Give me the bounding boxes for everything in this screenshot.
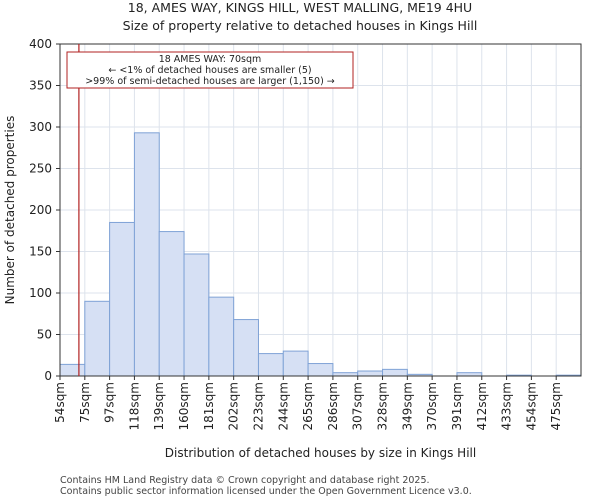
bar-265sqm: [307, 363, 334, 377]
annotation-box: [66, 51, 354, 89]
bar-160sqm: [183, 253, 210, 377]
bar-307sqm: [357, 370, 384, 377]
x-tick-label: 202sqm: [227, 382, 241, 430]
x-tick-label: 160sqm: [177, 382, 191, 430]
bar-244sqm: [282, 350, 309, 377]
x-tick-label: 307sqm: [351, 382, 365, 430]
y-axis-label: Number of detached properties: [3, 116, 17, 305]
x-tick-label: 412sqm: [475, 382, 489, 430]
x-tick-label: 223sqm: [251, 382, 265, 430]
y-tick-label: 350: [29, 79, 52, 93]
x-tick-label: 370sqm: [425, 382, 439, 430]
plot-frame: [59, 43, 582, 377]
bar-139sqm: [158, 231, 185, 377]
x-tick-label: 391sqm: [450, 382, 464, 430]
y-tick-label: 250: [29, 162, 52, 176]
x-tick-label: 75sqm: [78, 382, 92, 423]
x-axis-label: Distribution of detached houses by size …: [165, 446, 476, 460]
x-axis-ticks: 54sqm 75sqm 97sqm 118sqm 139sqm 160sqm 181sqm 2…: [53, 376, 563, 430]
bars: [59, 132, 582, 377]
x-tick-label: 349sqm: [400, 382, 414, 430]
annotation-line-3: >99% of semi-detached houses are larger …: [85, 76, 335, 87]
x-tick-label: 433sqm: [500, 382, 514, 430]
y-tick-label: 300: [29, 120, 52, 134]
bar-75sqm: [84, 300, 111, 377]
x-tick-label: 265sqm: [301, 382, 315, 430]
bar-223sqm: [257, 353, 284, 377]
bar-181sqm: [208, 296, 235, 377]
annotation-line-2: ← <1% of detached houses are smaller (5): [108, 65, 311, 76]
x-tick-label: 475sqm: [549, 382, 563, 430]
y-tick-label: 150: [29, 245, 52, 259]
chart-subtitle: Size of property relative to detached ho…: [123, 18, 478, 33]
x-tick-label: 54sqm: [53, 382, 67, 423]
x-tick-label: 244sqm: [276, 382, 290, 430]
y-tick-label: 50: [37, 328, 52, 342]
bar-202sqm: [233, 319, 259, 377]
x-tick-label: 328sqm: [376, 382, 390, 430]
marker-annotation: 18 AMES WAY: 70sqm ← <1% of detached hou…: [66, 51, 354, 89]
y-tick-label: 0: [44, 369, 52, 383]
chart-title: 18, AMES WAY, KINGS HILL, WEST MALLING, …: [128, 0, 472, 15]
bar-97sqm: [109, 221, 135, 377]
annotation-line-1: 18 AMES WAY: 70sqm: [159, 54, 262, 65]
x-tick-label: 97sqm: [103, 382, 117, 423]
y-tick-label: 200: [29, 203, 52, 217]
y-axis-ticks: 0 50 100 150 200 250 300 350 400: [29, 37, 60, 383]
x-tick-label: 139sqm: [152, 382, 166, 430]
footer-line-1: Contains HM Land Registry data © Crown c…: [60, 475, 430, 486]
bar-118sqm: [133, 132, 160, 377]
x-tick-label: 181sqm: [202, 382, 216, 430]
bar-54sqm: [59, 363, 86, 377]
x-tick-label: 454sqm: [524, 382, 538, 430]
y-tick-label: 400: [29, 37, 52, 51]
x-tick-label: 286sqm: [326, 382, 340, 430]
bar-328sqm: [382, 368, 408, 377]
footer-line-2: Contains public sector information licen…: [60, 486, 472, 497]
x-tick-label: 118sqm: [127, 382, 141, 430]
y-tick-label: 100: [29, 286, 52, 300]
